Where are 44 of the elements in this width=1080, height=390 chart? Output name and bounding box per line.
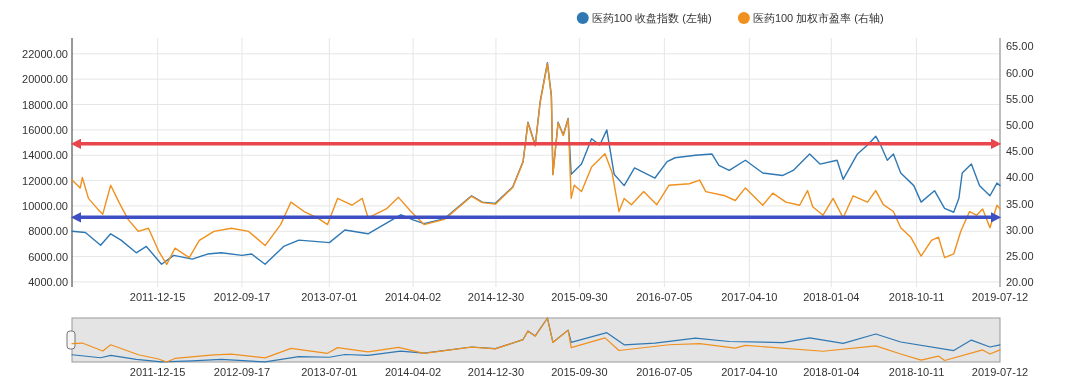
y-tick-label: 18000.00 [22, 98, 68, 111]
x-tick-label: 2018-10-11 [888, 291, 945, 303]
x-tick-label: 2018-01-04 [803, 366, 860, 378]
y2-tick-label: 50.00 [1006, 119, 1034, 132]
y-tick-label: 8000.00 [28, 225, 68, 238]
x-tick-label: 2014-04-02 [384, 291, 442, 303]
legend-label: 医药100 加权市盈率 (右轴) [752, 12, 884, 24]
x-tick-label: 2012-09-17 [213, 366, 271, 378]
x-tick-label: 2019-07-12 [971, 366, 1029, 378]
x-tick-label: 2019-07-12 [971, 291, 1029, 303]
x-tick-label: 2014-04-02 [384, 366, 442, 378]
y-tick-label: 12000.00 [22, 174, 68, 187]
x-tick-label: 2016-07-05 [636, 291, 693, 303]
y-tick-label: 20000.00 [22, 73, 68, 86]
x-tick-label: 2017-04-10 [721, 291, 778, 303]
x-tick-label: 2015-09-30 [551, 366, 608, 378]
y2-tick-label: 30.00 [1006, 223, 1034, 236]
x-tick-label: 2012-09-17 [213, 291, 271, 303]
x-tick-label: 2013-07-01 [301, 291, 358, 303]
x-tick-label: 2013-07-01 [301, 366, 358, 378]
legend-label: 医药100 收盘指数 (左轴) [591, 12, 712, 24]
y-tick-label: 14000.00 [22, 149, 68, 162]
x-tick-label: 2014-12-30 [467, 291, 525, 303]
y2-tick-label: 45.00 [1006, 145, 1034, 158]
x-tick-label: 2018-10-11 [888, 366, 945, 378]
y2-tick-label: 40.00 [1006, 171, 1034, 184]
x-tick-label: 2018-01-04 [803, 291, 860, 303]
y2-tick-label: 60.00 [1006, 66, 1034, 79]
x-tick-label: 2016-07-05 [636, 366, 693, 378]
x-tick-label: 2014-12-30 [467, 366, 525, 378]
y2-tick-label: 55.00 [1006, 92, 1034, 105]
y-tick-label: 4000.00 [28, 275, 68, 288]
y-tick-label: 16000.00 [22, 123, 68, 136]
x-tick-label: 2015-09-30 [551, 291, 608, 303]
x-tick-label: 2017-04-10 [721, 366, 778, 378]
y2-tick-label: 35.00 [1006, 197, 1034, 210]
y2-tick-label: 20.00 [1006, 276, 1034, 289]
x-tick-label: 2011-12-15 [129, 366, 186, 378]
y-tick-label: 22000.00 [22, 47, 68, 60]
x-tick-label: 2011-12-15 [129, 291, 186, 303]
y2-tick-label: 25.00 [1006, 250, 1034, 263]
y-tick-label: 6000.00 [28, 250, 68, 263]
y-tick-label: 10000.00 [22, 199, 68, 212]
y2-tick-label: 65.00 [1006, 40, 1034, 53]
